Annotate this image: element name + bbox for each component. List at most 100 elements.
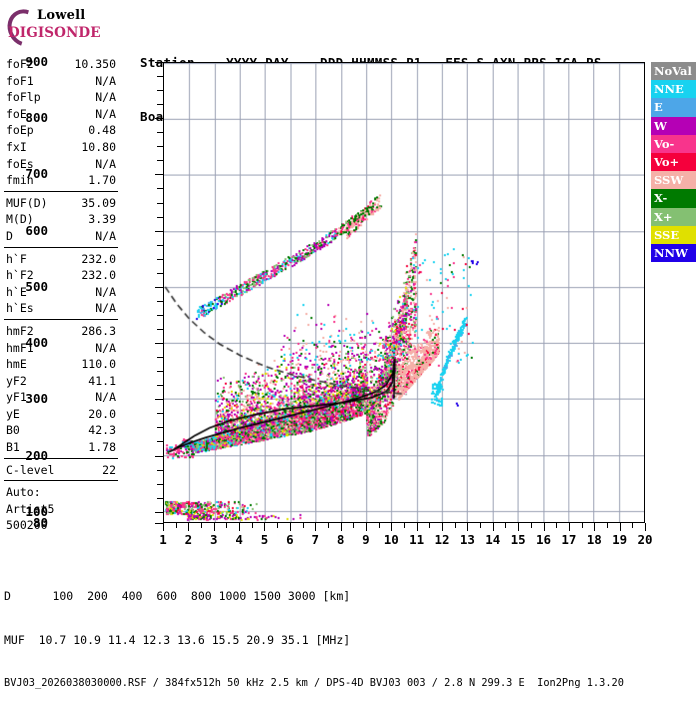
x-tick-label: 8 xyxy=(336,532,345,547)
param-value: 35.09 xyxy=(81,195,116,210)
param-row-fof2: foF2 10.350 xyxy=(0,56,126,73)
ionospheric-parameters-panel: foF2 10.350 foF1 N/A foFlp N/A foE N/A foEp 0.48 f… xyxy=(0,56,126,484)
autoscaling-info: Auto: Artist5 500200 xyxy=(6,484,54,534)
param-row-hf2: h`F2 232.0 xyxy=(0,267,126,284)
legend-item-noval[interactable]: NoVal xyxy=(651,62,696,81)
param-key: M(D) xyxy=(6,212,34,227)
x-tick-mark xyxy=(416,523,418,531)
legend-item-e[interactable]: E xyxy=(651,98,696,117)
param-value: 286.3 xyxy=(81,323,116,338)
param-value: 10.80 xyxy=(81,139,116,154)
param-row-b1: B1 1.78 xyxy=(0,439,126,456)
x-minor-tick xyxy=(556,523,558,528)
param-key: foFlp xyxy=(6,90,41,105)
y-tick-mark xyxy=(155,343,163,345)
param-value: N/A xyxy=(95,156,116,171)
param-key: hmE xyxy=(6,357,27,372)
param-value: N/A xyxy=(95,90,116,105)
param-key: yE xyxy=(6,406,20,421)
x-tick-label: 12 xyxy=(434,532,450,547)
legend-item-x[interactable]: X- xyxy=(651,189,696,208)
param-key: C-level xyxy=(6,462,55,477)
ionogram-plot[interactable] xyxy=(163,62,645,523)
x-minor-tick xyxy=(201,523,203,528)
logo-brand-top: Lowell xyxy=(37,8,86,23)
x-tick-label: 10 xyxy=(383,532,399,547)
logo-brand-bottom: DIGISONDE xyxy=(8,25,101,41)
param-key: foF1 xyxy=(6,73,34,88)
x-tick-mark xyxy=(391,523,393,531)
param-row-he: h`E N/A xyxy=(0,284,126,301)
y-tick-mark xyxy=(155,174,163,176)
x-minor-tick xyxy=(378,523,380,528)
x-tick-label: 11 xyxy=(409,532,425,547)
x-tick-mark xyxy=(340,523,342,531)
x-tick-label: 19 xyxy=(612,532,628,547)
param-row-d: D N/A xyxy=(0,228,126,245)
x-tick-mark xyxy=(163,523,164,531)
param-value: 1.78 xyxy=(88,440,116,455)
x-minor-tick xyxy=(251,523,253,528)
x-tick-mark xyxy=(365,523,367,531)
param-value: 1.70 xyxy=(88,173,116,188)
legend-item-x[interactable]: X+ xyxy=(651,207,696,226)
x-tick-mark xyxy=(188,523,190,531)
param-key: h`E xyxy=(6,284,27,299)
param-value: 232.0 xyxy=(81,251,116,266)
param-key: foF2 xyxy=(6,57,34,71)
footer-file-row: BVJ03_2026038030000.RSF / 384fx512h 50 k… xyxy=(4,677,624,689)
y-tick-mark xyxy=(155,230,163,232)
legend-item-vo[interactable]: Vo- xyxy=(651,134,696,153)
auto-code: 500200 xyxy=(6,518,48,533)
legend-item-w[interactable]: W xyxy=(651,116,696,135)
doppler-color-legend[interactable]: NoVal NNE E W Vo- Vo+ SSW X- X+ SSE NNW xyxy=(651,62,696,263)
footer-distance-row: D 100 200 400 600 800 1000 1500 3000 [km… xyxy=(4,589,351,603)
param-key: B0 xyxy=(6,423,20,438)
param-value: N/A xyxy=(95,340,116,355)
x-tick-label: 16 xyxy=(535,532,552,547)
param-row-mufd: MUF(D) 35.09 xyxy=(0,195,126,212)
x-tick-mark xyxy=(518,523,520,531)
legend-item-ssw[interactable]: SSW xyxy=(651,171,696,190)
param-key: yF2 xyxy=(6,373,27,388)
x-minor-tick xyxy=(454,523,456,528)
x-tick-mark xyxy=(492,523,494,531)
param-key: h`Es xyxy=(6,301,34,316)
x-tick-label: 7 xyxy=(311,532,319,547)
param-value: 3.39 xyxy=(88,212,116,227)
param-key: h`F xyxy=(6,251,27,266)
param-row-fof1: foF1 N/A xyxy=(0,73,126,90)
x-tick-mark xyxy=(213,523,215,531)
x-tick-mark xyxy=(619,523,621,531)
legend-item-sse[interactable]: SSE xyxy=(651,225,696,244)
param-key: foE xyxy=(6,106,27,121)
x-minor-tick xyxy=(606,523,608,528)
param-row-ye: yE 20.0 xyxy=(0,406,126,423)
param-divider xyxy=(4,246,118,248)
param-value: N/A xyxy=(95,301,116,316)
footer-info: D 100 200 400 600 800 1000 1500 3000 [km… xyxy=(4,560,624,705)
x-tick-label: 9 xyxy=(362,532,370,547)
x-minor-tick xyxy=(505,523,507,528)
param-row-hmf1: hmF1 N/A xyxy=(0,340,126,357)
x-tick-label: 18 xyxy=(586,532,602,547)
param-row-yf1: yF1 N/A xyxy=(0,389,126,406)
legend-item-nnw[interactable]: NNW xyxy=(651,243,696,263)
x-minor-tick xyxy=(581,523,583,528)
legend-item-nne[interactable]: NNE xyxy=(651,80,696,99)
x-tick-mark xyxy=(594,523,596,531)
ionogram-trace-curves xyxy=(164,63,644,522)
param-divider xyxy=(4,318,118,320)
x-tick-label: 1 xyxy=(159,532,167,547)
x-minor-tick xyxy=(632,523,634,528)
x-tick-label: 13 xyxy=(459,532,475,547)
legend-item-vo[interactable]: Vo+ xyxy=(651,152,696,172)
param-value: 42.3 xyxy=(88,423,116,438)
param-key: foEs xyxy=(6,156,34,171)
x-tick-mark xyxy=(467,523,469,531)
param-key: fxI xyxy=(6,139,27,154)
param-key: B1 xyxy=(6,440,20,455)
param-row-yf2: yF2 41.1 xyxy=(0,373,126,390)
param-key: MUF(D) xyxy=(6,195,48,210)
x-tick-mark xyxy=(289,523,291,531)
